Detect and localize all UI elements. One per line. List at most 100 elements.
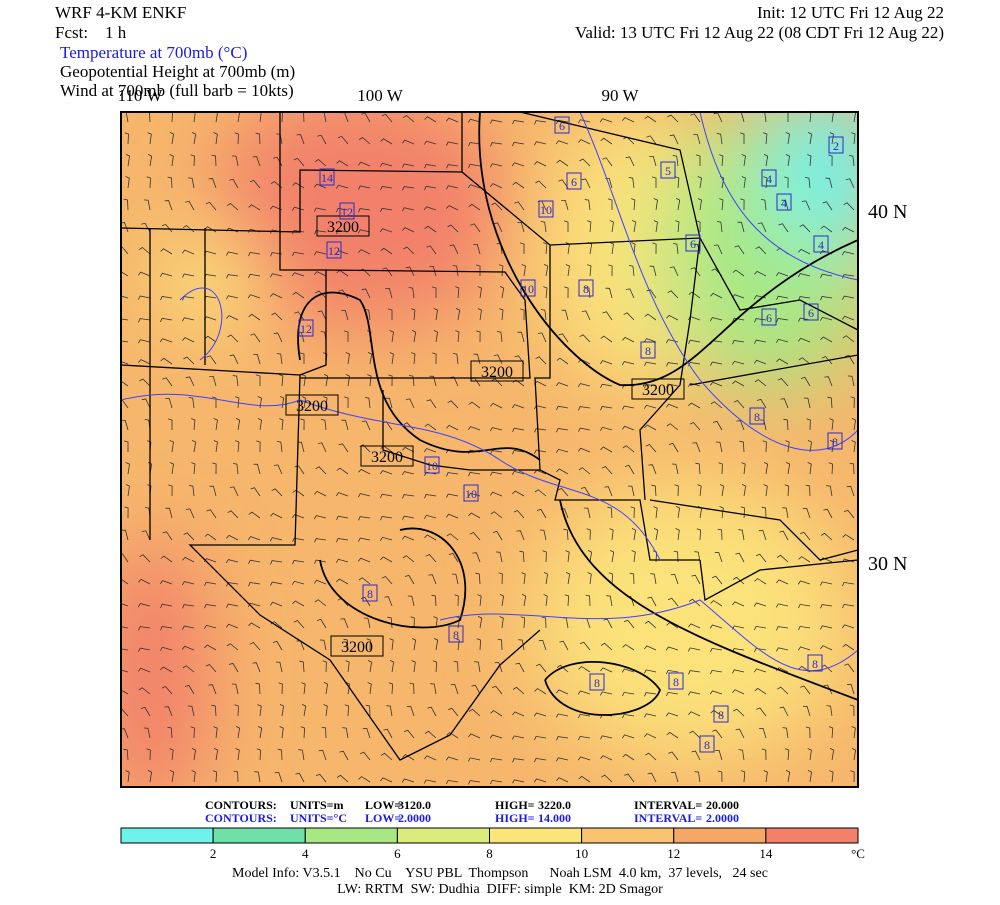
colorbar-box xyxy=(304,827,398,844)
label-box xyxy=(339,202,355,220)
temperature-label: 8 xyxy=(594,676,600,690)
temperature-label: 4 xyxy=(766,172,772,186)
label-box xyxy=(776,193,792,211)
label-box xyxy=(640,341,656,359)
contour-info: UNITS=°C xyxy=(290,811,347,825)
colorbar-tick: 10 xyxy=(575,846,588,861)
temperature-label: 5 xyxy=(665,164,671,178)
label-box xyxy=(631,378,685,400)
label-box xyxy=(326,241,342,259)
colorbar-box xyxy=(212,827,306,844)
temperature-label: 8 xyxy=(673,675,679,689)
field-title: Wind at 700mb (full barb = 10kts) xyxy=(60,81,294,100)
temperature-label: 8 xyxy=(812,657,818,671)
contour-info: 3220.0 xyxy=(538,798,571,812)
temperature-label: 8 xyxy=(583,282,589,296)
height-label: 3200 xyxy=(481,364,513,381)
model-name: WRF 4-KM ENKF xyxy=(55,3,186,22)
label-box xyxy=(362,584,378,602)
init-time: Init: 12 UTC Fri 12 Aug 22 xyxy=(757,3,944,22)
temperature-label: 8 xyxy=(453,628,459,642)
contour-info: 3120.0 xyxy=(398,798,431,812)
temperature-label: 6 xyxy=(559,119,565,133)
temperature-label: 6 xyxy=(766,311,772,325)
label-box xyxy=(589,673,605,691)
colorbar-tick: 8 xyxy=(486,846,493,861)
label-box xyxy=(803,303,819,321)
label-box xyxy=(424,456,440,474)
temperature-label: 8 xyxy=(367,587,373,601)
contour-info: 20.000 xyxy=(706,798,739,812)
height-label: 3200 xyxy=(642,382,674,399)
height-label: 3200 xyxy=(371,449,403,466)
longitude-label: 90 W xyxy=(602,86,640,105)
label-box xyxy=(330,635,384,657)
label-box xyxy=(538,200,554,218)
temperature-label: 8 xyxy=(645,344,651,358)
contour-info: INTERVAL= xyxy=(634,811,702,825)
contour-info: LOW= xyxy=(365,798,401,812)
valid-time: Valid: 13 UTC Fri 12 Aug 22 (08 CDT Fri … xyxy=(575,23,944,42)
temperature-label: 6 xyxy=(808,306,814,320)
longitude-label: 110 W xyxy=(118,86,164,105)
contour-info: 14.000 xyxy=(538,811,571,825)
label-box xyxy=(660,161,676,179)
colorbar-box xyxy=(673,827,767,844)
temperature-label: 8 xyxy=(832,435,838,449)
contour-info: UNITS=m xyxy=(290,798,344,812)
temperature-contours xyxy=(121,112,858,672)
contour-info: HIGH= xyxy=(495,811,535,825)
label-box xyxy=(761,308,777,326)
temperature-label: 10 xyxy=(522,282,534,296)
colorbar-box xyxy=(396,827,490,844)
label-box xyxy=(360,445,414,467)
label-box xyxy=(298,319,314,337)
temperature-label: 8 xyxy=(704,738,710,752)
model-info: LW: RRTM SW: Dudhia DIFF: simple KM: 2D … xyxy=(337,882,663,897)
label-box xyxy=(520,279,536,297)
colorbar-box xyxy=(489,827,583,844)
label-box xyxy=(448,625,464,643)
label-box xyxy=(761,169,777,187)
temperature-label: 12 xyxy=(300,322,312,336)
temperature-label: 8 xyxy=(718,708,724,722)
label-box xyxy=(578,279,594,297)
label-box xyxy=(463,484,479,502)
label-box xyxy=(566,172,582,190)
label-box xyxy=(685,234,701,252)
temperature-label: 10 xyxy=(465,487,477,501)
longitude-label: 100 W xyxy=(357,86,403,105)
colorbar-tick: 4 xyxy=(302,846,309,861)
field-title: Temperature at 700mb (°C) xyxy=(60,43,247,62)
map-area xyxy=(121,112,858,787)
contour-info: 2.0000 xyxy=(398,811,431,825)
height-label: 3200 xyxy=(296,398,328,415)
model-info: Model Info: V3.5.1 No Cu YSU PBL Thompso… xyxy=(232,866,768,881)
contour-info: CONTOURS: xyxy=(205,798,277,812)
forecast-hour: Fcst: 1 h xyxy=(55,23,127,42)
contour-info: CONTOURS: xyxy=(205,811,277,825)
temperature-label: 10 xyxy=(426,459,438,473)
label-box xyxy=(828,136,844,154)
label-box xyxy=(699,735,715,753)
height-label: 3200 xyxy=(341,639,373,656)
contour-info: INTERVAL= xyxy=(634,798,702,812)
colorbar-unit: °C xyxy=(851,846,865,861)
temperature-label: 6 xyxy=(571,175,577,189)
temperature-label: 4 xyxy=(818,238,824,252)
colorbar-tick: 6 xyxy=(394,846,401,861)
contour-info: LOW= xyxy=(365,811,401,825)
colorbar-box xyxy=(765,827,859,844)
temperature-label: 14 xyxy=(321,171,333,185)
temperature-label: 12 xyxy=(328,244,340,258)
temperature-label: 10 xyxy=(540,203,552,217)
temperature-label: 6 xyxy=(690,237,696,251)
map-frame xyxy=(120,111,859,788)
latitude-label: 40 N xyxy=(868,201,907,223)
temperature-label: 2 xyxy=(833,139,839,153)
state-boundaries xyxy=(121,112,858,761)
label-box xyxy=(813,235,829,253)
label-box xyxy=(470,360,524,382)
field-title: Geopotential Height at 700mb (m) xyxy=(60,62,295,81)
contour-info: HIGH= xyxy=(495,798,535,812)
